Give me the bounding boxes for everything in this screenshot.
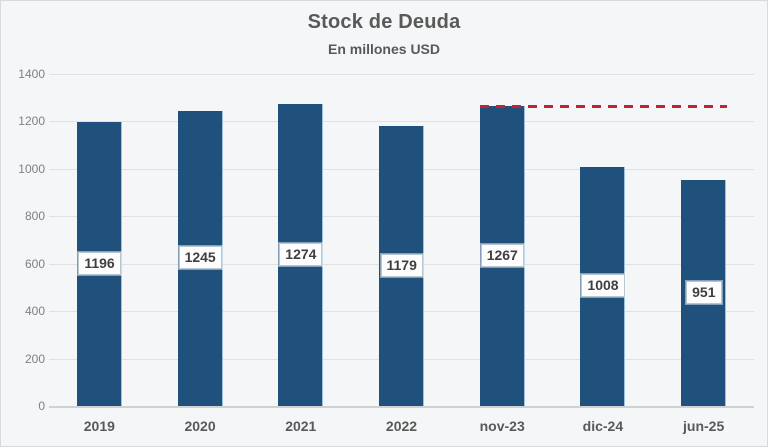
data-label-2022: 1179 [380, 254, 423, 278]
x-axis-label-nov-23: nov-23 [479, 418, 525, 434]
x-axis-label-2019: 2019 [83, 418, 115, 434]
chart-title: Stock de Deuda [307, 11, 461, 33]
x-axis-label-jun-25: jun-25 [683, 418, 725, 434]
y-axis-tick-label: 800 [24, 209, 45, 224]
x-axis-label-2020: 2020 [184, 418, 216, 434]
gridline-0 [49, 406, 754, 408]
reference-dashed-line [479, 104, 728, 108]
gridline-1400 [49, 74, 754, 75]
y-axis-tick-label: 1000 [18, 161, 45, 176]
data-label-dic-24: 1008 [581, 274, 625, 298]
data-label-2021: 1274 [279, 242, 323, 266]
x-axis-label-2021: 2021 [285, 418, 317, 434]
y-axis-tick-label: 200 [24, 351, 45, 366]
y-axis-tick-label: 0 [38, 399, 45, 413]
data-label-jun-25: 951 [686, 281, 722, 305]
y-axis-tick-label: 1200 [18, 114, 45, 129]
y-axis-tick-label: 600 [24, 256, 45, 271]
data-label-2020: 1245 [178, 246, 222, 270]
y-axis-tick-label: 1400 [18, 67, 45, 81]
data-label-2019: 1196 [78, 252, 121, 276]
x-axis-label-dic-24: dic-24 [582, 418, 624, 434]
data-label-nov-23: 1267 [480, 243, 524, 267]
gridline-1200 [49, 121, 754, 123]
x-axis-label-2022: 2022 [385, 418, 418, 434]
y-axis-tick-label: 400 [24, 304, 45, 319]
chart-subtitle: En millones USD [327, 41, 441, 57]
